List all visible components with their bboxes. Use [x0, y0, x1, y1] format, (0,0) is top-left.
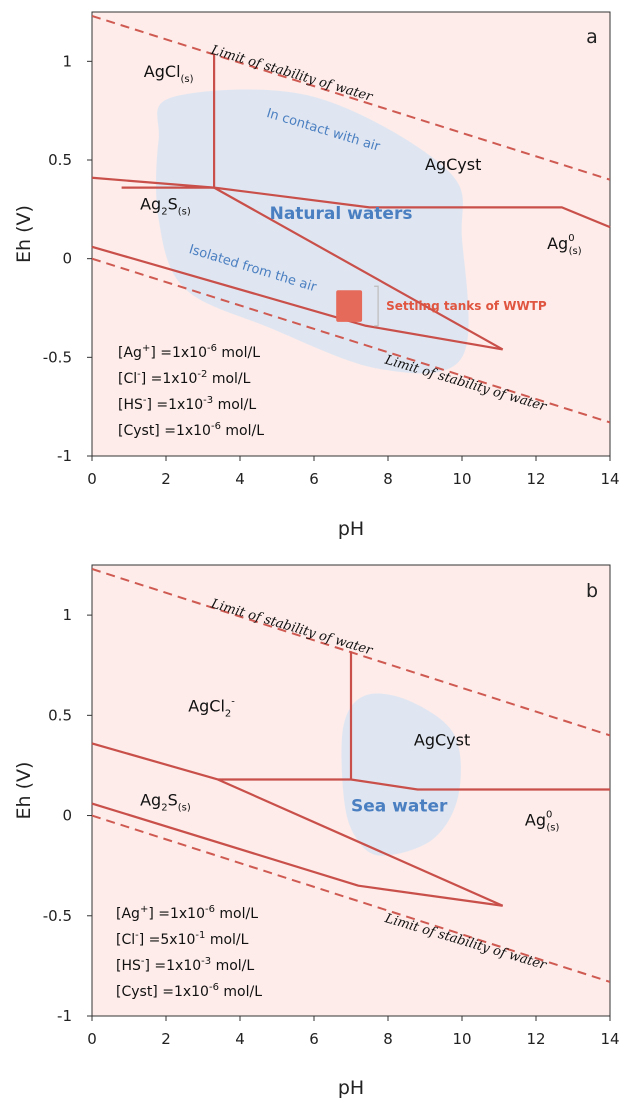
species-label: Ag2S(s) [140, 791, 191, 814]
phase-boundary [91, 742, 504, 907]
condition-text: [Cl-] =5x10-1 mol/L [116, 930, 249, 948]
x-tick-label: 12 [526, 1030, 545, 1048]
y-tick-label: 1 [62, 606, 72, 624]
region-label: Sea water [351, 797, 448, 817]
water-limit-line [92, 257, 610, 424]
stability-region [156, 89, 469, 374]
x-axis-label: pH [338, 518, 364, 540]
x-tick-label: 6 [309, 470, 319, 488]
wwtp-label: Settling tanks of WWTP [386, 299, 547, 313]
species-label: AgCyst [425, 155, 481, 174]
condition-text: [Cyst] =1x10-6 mol/L [118, 421, 264, 439]
species-label: AgCl(s) [144, 62, 194, 85]
y-tick-label: -0.5 [43, 348, 72, 366]
phase-boundary [217, 778, 610, 791]
wwtp-marker [336, 290, 363, 322]
x-tick-label: 8 [383, 470, 393, 488]
water-limit-line [92, 14, 610, 181]
stability-region [341, 693, 461, 856]
y-tick-label: 0.5 [48, 706, 72, 724]
panel-letter: a [586, 26, 598, 48]
region-label: Natural waters [270, 204, 413, 224]
condition-text: [HS-] =1x10-3 mol/L [116, 956, 254, 974]
y-tick-label: 0.5 [48, 151, 72, 169]
condition-text: [Ag+] =1x10-6 mol/L [118, 343, 260, 361]
y-tick-label: 1 [62, 52, 72, 70]
x-tick-label: 14 [600, 1030, 619, 1048]
phase-boundary [91, 245, 503, 351]
condition-text: [Cyst] =1x10-6 mol/L [116, 982, 262, 1000]
y-tick-label: -1 [57, 447, 72, 465]
x-tick-label: 0 [87, 470, 97, 488]
species-label: Ag0 (s) [525, 810, 560, 834]
condition-text: [Ag+] =1x10-6 mol/L [116, 904, 258, 922]
x-tick-label: 4 [235, 470, 245, 488]
y-axis-label: Eh (V) [13, 205, 35, 263]
species-label: Ag0 (s) [547, 233, 582, 257]
species-label: AgCyst [414, 730, 470, 749]
condition-text: [Cl-] =1x10-2 mol/L [118, 369, 251, 387]
phase-boundary [91, 176, 504, 351]
x-tick-label: 0 [87, 1030, 97, 1048]
x-tick-label: 8 [383, 1030, 393, 1048]
water-limit-line [92, 814, 610, 983]
y-axis-label: Eh (V) [13, 762, 35, 820]
x-axis-label: pH [338, 1077, 364, 1099]
x-tick-label: 14 [600, 470, 619, 488]
x-tick-label: 6 [309, 1030, 319, 1048]
x-tick-label: 2 [161, 1030, 171, 1048]
x-tick-label: 10 [452, 470, 471, 488]
species-label: Ag2S(s) [140, 194, 191, 217]
y-tick-label: -0.5 [43, 907, 72, 925]
x-tick-label: 4 [235, 1030, 245, 1048]
y-tick-label: 0 [62, 807, 72, 825]
panel-letter: b [586, 580, 598, 602]
wwtp-bracket [374, 285, 379, 327]
species-label: AgCl2- [188, 696, 235, 719]
y-tick-label: -1 [57, 1007, 72, 1025]
y-tick-label: 0 [62, 250, 72, 268]
x-tick-label: 12 [526, 470, 545, 488]
phase-boundary [91, 802, 503, 907]
x-tick-label: 2 [161, 470, 171, 488]
x-tick-label: 10 [452, 1030, 471, 1048]
phase-boundary [121, 186, 611, 229]
condition-text: [HS-] =1x10-3 mol/L [118, 395, 256, 413]
